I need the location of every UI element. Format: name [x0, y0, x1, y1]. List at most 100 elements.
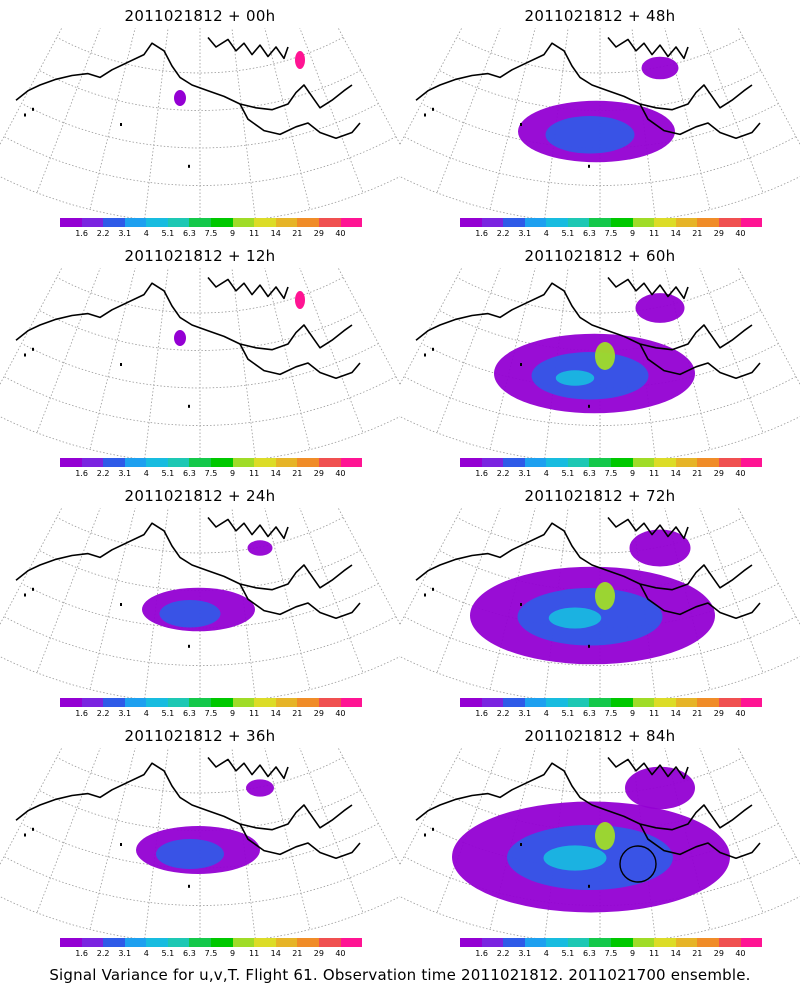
variance-region: [629, 529, 691, 567]
longitude-line: [400, 748, 463, 865]
colorbar-swatches: [460, 218, 763, 227]
colorbar-label: 1.6: [475, 469, 488, 478]
forecast-panel: 2011021812 + 72h 1.6 2.2 3.1 4 5.1 6.3 7.5 9 11 14…: [400, 480, 800, 725]
colorbar-label: 6.3: [583, 949, 596, 958]
coastline-segment: [15, 42, 353, 111]
forecast-map: [400, 508, 800, 698]
signal-variance-field: [470, 529, 715, 665]
colorbar-swatch: [654, 458, 676, 467]
longitude-line: [737, 268, 800, 385]
island: [424, 833, 426, 837]
colorbar-swatches: [460, 458, 763, 467]
panel-title: 2011021812 + 60h: [524, 247, 676, 265]
colorbar-swatch: [503, 938, 525, 947]
colorbar-label: 14: [670, 229, 681, 238]
colorbar-swatch: [611, 698, 633, 707]
colorbar-swatch: [318, 698, 341, 707]
island: [188, 404, 190, 408]
colorbar-label: 29: [313, 469, 324, 478]
island: [120, 363, 122, 366]
colorbar-label: 6.3: [183, 709, 196, 718]
colorbar-swatch: [340, 218, 363, 227]
island: [32, 107, 34, 111]
colorbar-labels: 1.6 2.2 3.1 4 5.1 6.3 7.5 9 11 14 21 29 40: [60, 469, 362, 481]
colorbar: 1.6 2.2 3.1 4 5.1 6.3 7.5 9 11 14 21 29 40: [60, 938, 363, 963]
colorbar-swatch: [740, 218, 763, 227]
colorbar-labels: 1.6 2.2 3.1 4 5.1 6.3 7.5 9 11 14 21 29 40: [60, 709, 362, 721]
colorbar-label: 9: [230, 469, 236, 478]
forecast-map: [0, 748, 400, 938]
colorbar-swatch: [546, 698, 568, 707]
island: [24, 113, 26, 117]
colorbar-label: 11: [249, 949, 260, 958]
longitude-line: [436, 28, 501, 193]
colorbar-swatch: [60, 458, 82, 467]
coastline-segment: [15, 522, 353, 591]
forecast-map: [0, 28, 400, 218]
colorbar-swatch: [567, 218, 590, 227]
colorbar-swatch: [124, 218, 147, 227]
forecast-panel: 2011021812 + 12h 1.6 2.2 3.1 4 5.1 6.3 7.5 9 11 14…: [0, 240, 400, 485]
colorbar-label: 21: [292, 709, 303, 718]
colorbar-swatch: [524, 698, 547, 707]
longitude-line: [337, 748, 400, 865]
graticule: [0, 28, 400, 218]
longitude-line: [737, 508, 800, 625]
island: [432, 347, 434, 351]
latitude-line: [400, 896, 800, 938]
colorbar-label: 40: [735, 469, 746, 478]
colorbar-label: 2.2: [496, 709, 510, 718]
island: [588, 404, 590, 408]
colorbar-label: 9: [230, 229, 236, 238]
colorbar-swatch: [81, 218, 104, 227]
colorbar-label: 1.6: [475, 949, 488, 958]
coastline: [15, 756, 361, 888]
colorbar-label: 3.1: [118, 709, 132, 718]
panel-title: 2011021812 + 12h: [124, 247, 276, 265]
colorbar-swatch: [481, 458, 504, 467]
island: [188, 644, 190, 648]
colorbar-label: 40: [735, 229, 746, 238]
coastline-segment: [639, 343, 761, 379]
variance-region: [543, 845, 607, 871]
colorbar-label: 2.2: [96, 949, 110, 958]
colorbar-label: 3.1: [518, 949, 532, 958]
latitude-line: [456, 756, 744, 794]
colorbar-swatch: [103, 458, 125, 467]
coastline-segment: [239, 583, 361, 619]
variance-region: [156, 839, 224, 869]
colorbar-swatch: [481, 218, 504, 227]
colorbar-swatch: [718, 218, 741, 227]
longitude-line: [400, 508, 463, 625]
colorbar: 1.6 2.2 3.1 4 5.1 6.3 7.5 9 11 14 21 29 40: [460, 218, 763, 243]
island: [432, 107, 434, 111]
longitude-line: [337, 28, 400, 145]
colorbar-swatch: [632, 218, 655, 227]
island: [24, 353, 26, 357]
colorbar-swatch: [740, 698, 763, 707]
colorbar-label: 11: [649, 229, 660, 238]
colorbar-label: 3.1: [118, 229, 132, 238]
variance-region: [246, 779, 274, 797]
colorbar-swatch: [567, 458, 590, 467]
island: [424, 353, 426, 357]
coastline: [15, 36, 361, 168]
latitude-line: [0, 896, 400, 938]
colorbar-label: 1.6: [475, 229, 488, 238]
colorbar-label: 29: [313, 709, 324, 718]
colorbar-swatch: [254, 698, 276, 707]
colorbar-swatch: [697, 458, 719, 467]
colorbar-swatch: [124, 698, 147, 707]
island: [520, 843, 522, 846]
colorbar-label: 40: [335, 229, 346, 238]
longitude-line: [89, 268, 136, 450]
colorbar-label: 3.1: [518, 709, 532, 718]
colorbar-swatch: [318, 938, 341, 947]
colorbar-label: 40: [335, 469, 346, 478]
longitude-line: [0, 268, 63, 385]
colorbar-label: 2.2: [496, 229, 510, 238]
colorbar-label: 2.2: [496, 949, 510, 958]
colorbar-swatch: [460, 218, 482, 227]
colorbar-swatch: [254, 458, 276, 467]
colorbar-swatch: [232, 458, 255, 467]
